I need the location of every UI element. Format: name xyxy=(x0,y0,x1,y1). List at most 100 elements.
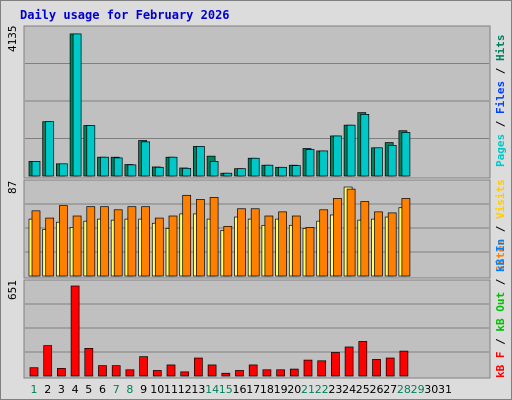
legend-visits-sites: Sites / Visits xyxy=(494,179,507,272)
bar-kbytes-day-7 xyxy=(111,365,121,377)
x-tick-day-26: 26 xyxy=(370,383,384,396)
legend-bottom-segment-3: / xyxy=(494,272,507,292)
bar-kbytes-day-19 xyxy=(276,369,285,377)
bars xyxy=(28,33,411,377)
x-tick-day-14: 14 xyxy=(205,383,219,396)
bar-visits-sites-day-7 xyxy=(113,209,123,277)
panel-hits xyxy=(23,25,491,179)
bar-hits-pages-day-6 xyxy=(100,156,109,177)
bar-hits-pages-day-23 xyxy=(333,135,342,177)
bar-kbytes-day-12 xyxy=(180,371,190,377)
x-tick-day-10: 10 xyxy=(150,383,164,396)
legend-bottom-segment-1: / xyxy=(494,332,507,352)
x-tick-day-1: 1 xyxy=(31,383,38,396)
bar-hits-pages-day-9 xyxy=(141,141,150,177)
bar-hits-pages-day-15 xyxy=(223,172,233,177)
x-tick-day-9: 9 xyxy=(140,383,147,396)
bar-visits-sites-day-24 xyxy=(346,188,356,277)
ymax-label-kbytes: 651 xyxy=(6,280,19,300)
bar-hits-pages-day-28 xyxy=(401,132,411,177)
bar-visits-sites-day-27 xyxy=(387,212,397,277)
bar-hits-pages-day-24 xyxy=(346,124,356,177)
legend-bottom-segment-4: kB In xyxy=(494,239,507,272)
bar-hits-pages-day-18 xyxy=(264,164,274,177)
bar-visits-sites-day-6 xyxy=(100,206,109,277)
x-tick-day-11: 11 xyxy=(164,383,178,396)
bar-visits-sites-day-23 xyxy=(333,198,342,277)
bar-hits-pages-day-25 xyxy=(360,114,370,177)
ymax-label-visits: 87 xyxy=(6,181,19,194)
panel-kbytes xyxy=(23,279,491,379)
legend-top-segment-0: Pages xyxy=(494,134,507,167)
bar-visits-sites-day-16 xyxy=(237,208,246,277)
bar-visits-sites-day-5 xyxy=(86,206,96,277)
bar-hits-pages-day-14 xyxy=(209,161,219,177)
legend-middle-segment-1: / xyxy=(494,219,507,239)
x-tick-day-24: 24 xyxy=(342,383,356,396)
legend-middle-segment-0: Sites xyxy=(494,239,507,272)
x-tick-day-30: 30 xyxy=(424,383,438,396)
bar-hits-pages-day-13 xyxy=(196,146,205,177)
x-tick-day-5: 5 xyxy=(85,383,92,396)
bar-kbytes-day-13 xyxy=(194,357,203,377)
bar-hits-pages-day-17 xyxy=(250,157,260,177)
bar-hits-pages-day-11 xyxy=(168,156,178,177)
bar-visits-sites-day-13 xyxy=(196,199,205,277)
x-tick-day-27: 27 xyxy=(383,383,397,396)
x-tick-day-19: 19 xyxy=(274,383,288,396)
bar-kbytes-day-2 xyxy=(43,345,53,377)
bar-visits-sites-day-19 xyxy=(278,211,287,277)
x-tick-day-8: 8 xyxy=(126,383,133,396)
bar-kbytes-day-9 xyxy=(139,356,148,377)
x-tick-day-18: 18 xyxy=(260,383,274,396)
chart-title: Daily usage for February 2026 xyxy=(20,8,230,22)
bar-kbytes-day-23 xyxy=(331,352,340,377)
bar-hits-pages-day-7 xyxy=(113,157,123,177)
bar-hits-pages-day-8 xyxy=(127,164,137,177)
bar-kbytes-day-20 xyxy=(289,368,299,377)
legend-bottom-segment-0: kB F xyxy=(494,352,507,379)
legend-top-segment-1: / xyxy=(494,114,507,134)
bar-visits-sites-day-20 xyxy=(291,215,301,277)
bar-kbytes-day-3 xyxy=(57,368,66,377)
x-tick-day-21: 21 xyxy=(301,383,315,396)
x-tick-day-2: 2 xyxy=(44,383,51,396)
bar-hits-pages-day-27 xyxy=(387,145,397,177)
ymax-label-hits: 4135 xyxy=(6,26,19,53)
bar-hits-pages-day-3 xyxy=(59,163,68,177)
bar-hits-pages-day-4 xyxy=(72,33,82,177)
bar-kbytes-day-28 xyxy=(399,350,409,377)
x-tick-day-4: 4 xyxy=(72,383,79,396)
bar-kbytes-day-26 xyxy=(372,359,381,377)
legend-bottom-segment-2: kB Out xyxy=(494,292,507,332)
x-tick-day-29: 29 xyxy=(411,383,425,396)
x-tick-day-6: 6 xyxy=(99,383,106,396)
bar-kbytes-day-22 xyxy=(317,360,327,377)
bar-visits-sites-day-2 xyxy=(45,217,55,277)
bar-hits-pages-day-22 xyxy=(319,150,329,177)
bar-visits-sites-day-25 xyxy=(360,201,370,277)
bar-visits-sites-day-15 xyxy=(223,225,233,277)
bar-kbytes-day-1 xyxy=(29,367,39,377)
bar-hits-pages-day-16 xyxy=(237,168,246,177)
bar-hits-pages-day-26 xyxy=(374,147,383,177)
x-tick-day-23: 23 xyxy=(328,383,342,396)
legend-middle-segment-2: Visits xyxy=(494,179,507,219)
x-tick-day-20: 20 xyxy=(287,383,301,396)
bar-kbytes-day-24 xyxy=(344,346,354,377)
x-tick-day-12: 12 xyxy=(178,383,192,396)
bar-hits-pages-day-5 xyxy=(86,125,96,177)
legend-top-segment-3: / xyxy=(494,61,507,81)
x-tick-day-15: 15 xyxy=(219,383,233,396)
x-tick-day-3: 3 xyxy=(58,383,65,396)
bar-kbytes-day-16 xyxy=(235,370,244,377)
bar-kbytes-day-10 xyxy=(152,370,162,377)
legend-hits-files-pages: Pages / Files / Hits xyxy=(494,35,507,168)
bar-kbytes-day-17 xyxy=(248,364,258,377)
bar-visits-sites-day-26 xyxy=(374,211,383,277)
bar-kbytes-day-21 xyxy=(303,359,313,377)
bar-visits-sites-day-10 xyxy=(154,217,164,277)
bar-hits-pages-day-12 xyxy=(182,167,192,177)
bar-visits-sites-day-12 xyxy=(182,194,192,277)
